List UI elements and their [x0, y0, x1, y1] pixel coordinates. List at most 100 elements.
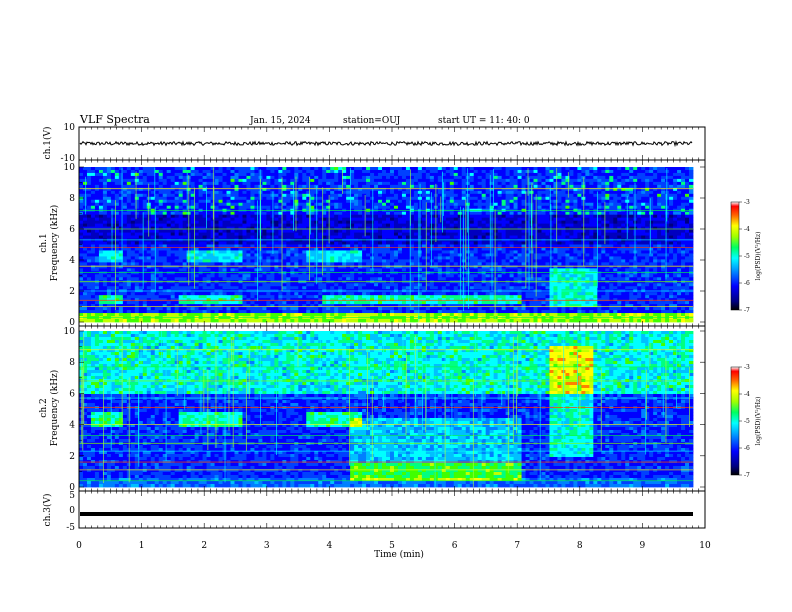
spectrogram-cell [358, 217, 363, 222]
spectrogram-cell [661, 169, 666, 174]
spectrogram-cell [290, 214, 295, 219]
spectrogram-cell [689, 178, 694, 183]
spectrogram-cell [262, 193, 267, 198]
spectrogram-cell [302, 169, 307, 174]
spectrogram-cell [569, 187, 574, 192]
spectrogram-cell [561, 172, 566, 177]
spectrogram-cell [569, 178, 574, 183]
spectrogram-cell [473, 217, 479, 222]
spectrogram-cell [669, 247, 674, 251]
spectrogram-cell [469, 193, 475, 198]
spectrogram-cell [90, 247, 96, 251]
spectrogram-cell [350, 214, 355, 219]
spectrogram-cell [533, 187, 538, 192]
spectrogram-cell [226, 250, 231, 254]
spectrogram-cell [517, 202, 522, 207]
spectrogram-cell [497, 172, 503, 177]
spectrogram-cell [569, 190, 574, 195]
spectrogram-cell [370, 253, 375, 257]
spectrogram-cell [374, 175, 379, 180]
spectrogram-cell [421, 232, 427, 236]
spectrogram-cell [206, 187, 211, 192]
spectrogram-cell [581, 169, 586, 174]
spectrogram-cell [645, 229, 650, 233]
spectrogram-cell [98, 196, 104, 201]
spectrogram-cell [382, 202, 387, 207]
spectrogram-cell [79, 235, 84, 239]
spectrogram-cell [565, 232, 570, 236]
spectrogram-cell [178, 256, 184, 260]
spectrogram-cell [354, 250, 359, 254]
spectrogram-cell [609, 223, 614, 228]
spectrogram-cell [214, 196, 219, 201]
spectrogram-cell [461, 181, 467, 186]
spectrogram-cell [589, 253, 594, 257]
spectrogram-cell [266, 217, 271, 222]
spectrogram-cell [154, 256, 160, 260]
spectrogram-cell [190, 232, 196, 236]
spectrogram-cell [417, 181, 423, 186]
spectrogram-cell [505, 226, 510, 230]
spectrogram-cell [154, 226, 160, 230]
spectrogram-cell [218, 253, 223, 257]
spectrogram-cell [106, 196, 112, 201]
spectrogram-cell [290, 247, 295, 251]
spectrogram-cell [681, 202, 686, 207]
spectrogram-cell [585, 226, 590, 230]
spectrogram-cell [449, 184, 455, 189]
spectrogram-cell [393, 190, 399, 195]
spectrogram-cell [441, 187, 447, 192]
spectrogram-cell [102, 172, 108, 177]
spectrogram-cell [521, 256, 526, 260]
spectrogram-cell [134, 241, 140, 245]
spectrogram-cell [262, 211, 267, 216]
spectrogram-cell [370, 244, 375, 248]
spectrogram-cell [605, 226, 610, 230]
spectrogram-cell [401, 247, 407, 251]
spectrogram-cell [354, 220, 359, 225]
spectrogram-cell [130, 193, 136, 198]
spectrogram-cell [218, 202, 223, 207]
spectrogram-cell [681, 235, 686, 239]
spectrogram-cell [633, 172, 638, 177]
spectrogram-cell [589, 184, 594, 189]
spectrogram-cell [366, 167, 371, 171]
spectrogram-cell [445, 253, 451, 257]
spectrogram-cell [549, 223, 554, 228]
spectrogram-cell [254, 250, 259, 254]
spectrogram-cell [338, 217, 343, 222]
spectrogram-cell [170, 184, 176, 189]
spectrogram-cell [182, 235, 188, 239]
spectrogram-cell [521, 167, 526, 171]
spectrogram-cell [557, 223, 562, 228]
spectrogram-cell [386, 211, 391, 216]
spectrogram-cell [294, 196, 299, 201]
spectrogram-cell [114, 205, 120, 210]
spectrogram-cell [461, 253, 467, 257]
spectrogram-cell [441, 226, 447, 230]
spectrogram-cell [134, 187, 140, 192]
spectrogram-cell [170, 181, 176, 186]
spectrogram-cell [118, 229, 124, 233]
spectrogram-cell [130, 190, 136, 195]
spectrogram-cell [370, 193, 375, 198]
spectrogram-cell [194, 187, 200, 192]
spectrogram-cell [386, 220, 391, 225]
spectrogram-cell [166, 226, 172, 230]
spectrogram-cell [298, 193, 303, 198]
spectrogram-cell [294, 250, 299, 254]
spectrogram-cell [609, 196, 614, 201]
spectrogram-cell [286, 169, 291, 174]
spectrogram-cell [513, 184, 518, 189]
spectrogram-cell [290, 187, 295, 192]
spectrogram-cell [178, 229, 184, 233]
spectrogram-cell [162, 250, 168, 254]
spectrogram-cell [278, 167, 283, 171]
spectrogram-cell [433, 244, 439, 248]
spectrogram-cell [142, 187, 148, 192]
spectrogram-cell [625, 184, 630, 189]
spectrogram-cell [90, 244, 96, 248]
spectrogram-cell [549, 253, 554, 257]
spectrogram-cell [473, 253, 479, 257]
spectrogram-cell [198, 217, 203, 222]
